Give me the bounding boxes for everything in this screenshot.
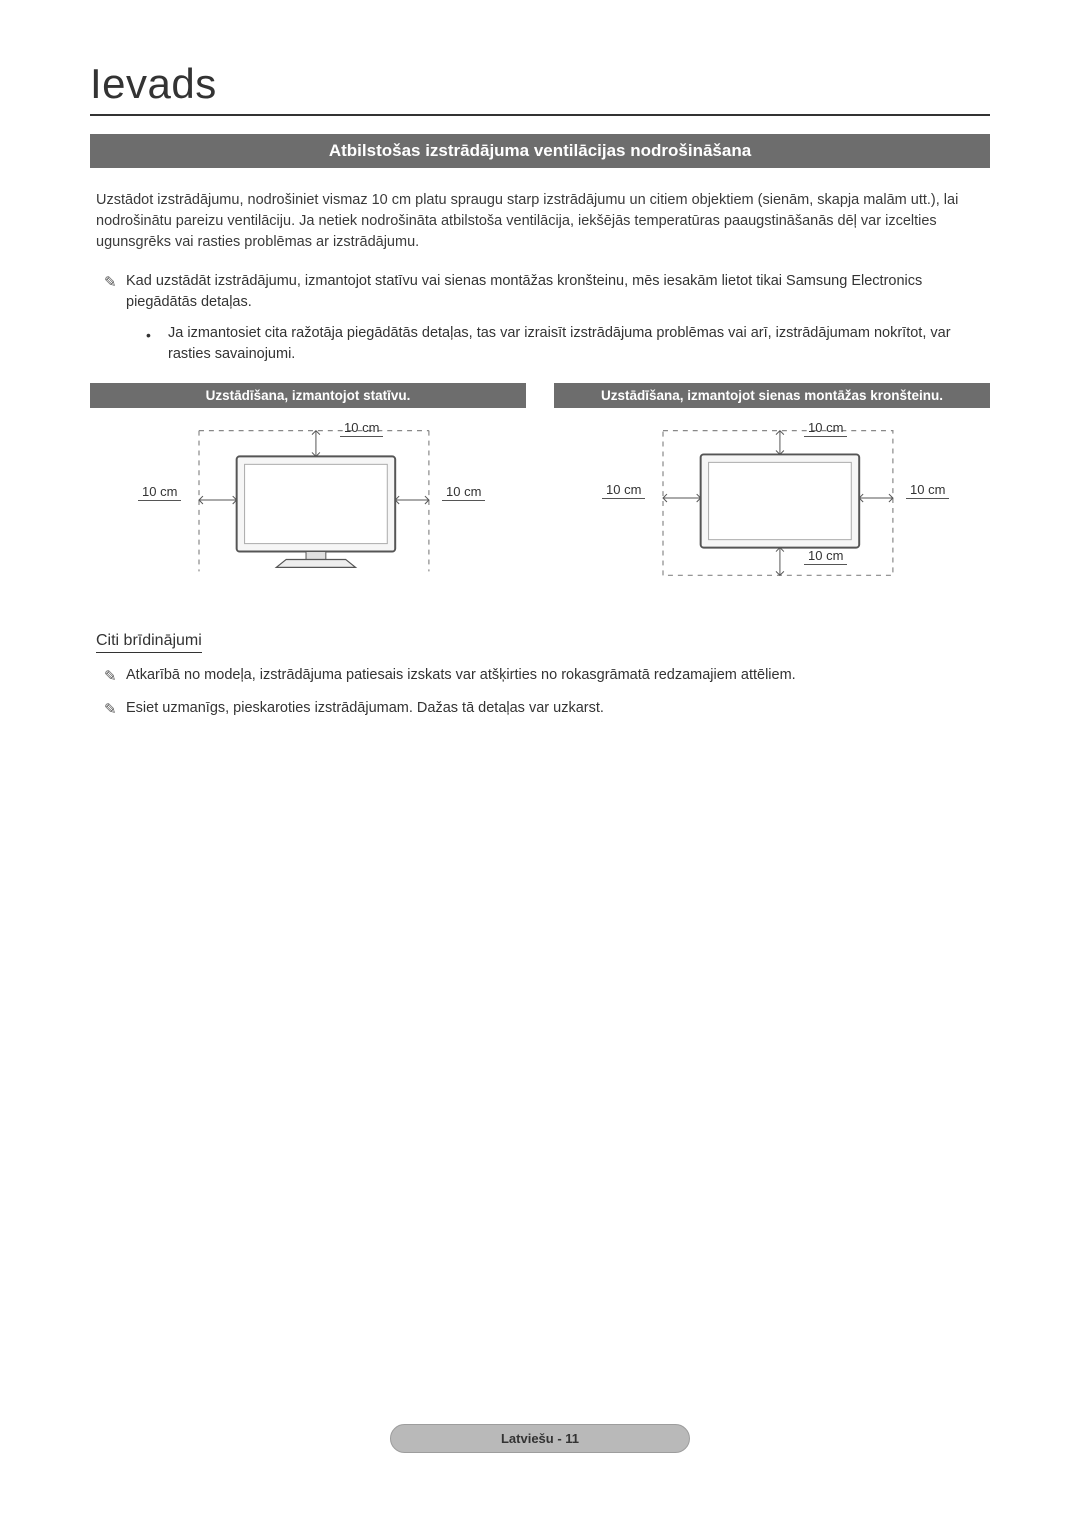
wall-label-top: 10 cm <box>804 420 847 437</box>
other-warnings-title: Citi brīdinājumi <box>96 632 202 653</box>
wall-label-right: 10 cm <box>906 482 949 499</box>
wall-label-left: 10 cm <box>602 482 645 499</box>
note-icon: ✎ <box>104 698 126 721</box>
bullet-1-text: Ja izmantosiet cita ražotāja piegādātās … <box>168 323 984 365</box>
page-footer: Latviešu - 11 <box>390 1424 690 1453</box>
chapter-title: Ievads <box>90 60 990 116</box>
note-1-text: Kad uzstādāt izstrādājumu, izmantojot st… <box>126 271 984 313</box>
bullet-1: • Ja izmantosiet cita ražotāja piegādātā… <box>146 323 984 365</box>
section-banner: Atbilstošas izstrādājuma ventilācijas no… <box>90 134 990 168</box>
warning-2: ✎ Esiet uzmanīgs, pieskaroties izstrādāj… <box>104 698 984 721</box>
note-icon: ✎ <box>104 665 126 688</box>
diagram-stand: Uzstādīšana, izmantojot statīvu. <box>90 383 526 582</box>
stand-label-right: 10 cm <box>442 484 485 501</box>
stand-label-left: 10 cm <box>138 484 181 501</box>
diagram-stand-svg <box>90 422 526 582</box>
warning-1-text: Atkarībā no modeļa, izstrādājuma patiesa… <box>126 665 796 686</box>
note-1: ✎ Kad uzstādāt izstrādājumu, izmantojot … <box>104 271 984 313</box>
intro-paragraph: Uzstādot izstrādājumu, nodrošiniet visma… <box>96 190 984 253</box>
warning-2-text: Esiet uzmanīgs, pieskaroties izstrādājum… <box>126 698 604 719</box>
diagram-wall: Uzstādīšana, izmantojot sienas montāžas … <box>554 383 990 582</box>
note-icon: ✎ <box>104 271 126 294</box>
wall-label-bottom: 10 cm <box>804 548 847 565</box>
stand-label-top: 10 cm <box>340 420 383 437</box>
warning-1: ✎ Atkarībā no modeļa, izstrādājuma patie… <box>104 665 984 688</box>
diagram-wall-header: Uzstādīšana, izmantojot sienas montāžas … <box>554 383 990 408</box>
bullet-icon: • <box>146 323 168 345</box>
diagram-stand-header: Uzstādīšana, izmantojot statīvu. <box>90 383 526 408</box>
diagram-wall-svg <box>554 422 990 582</box>
